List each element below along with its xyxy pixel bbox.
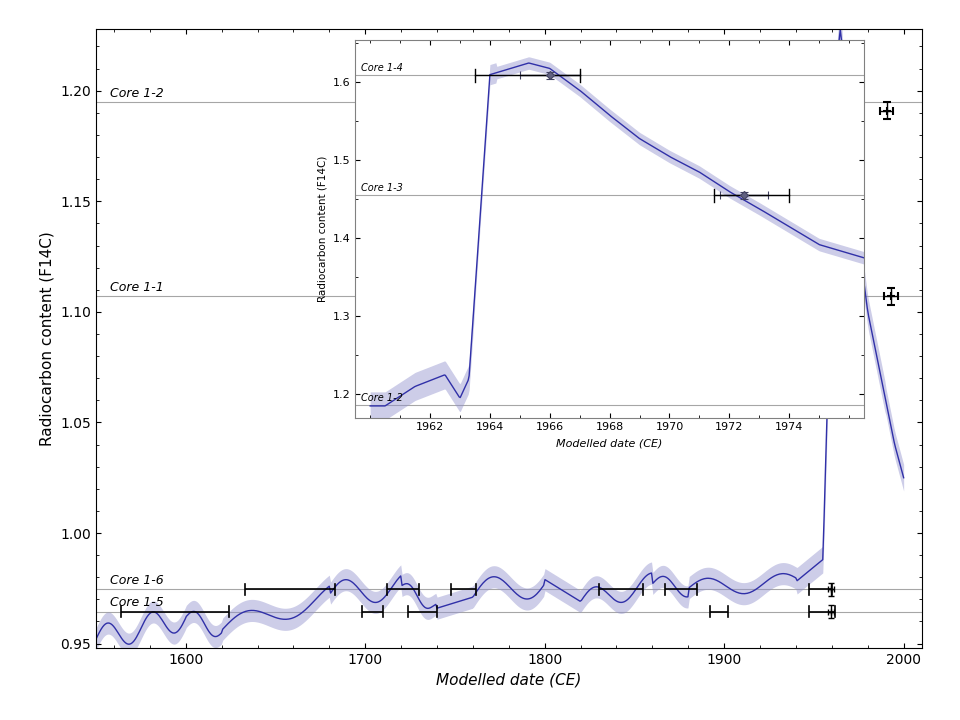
Text: Core 1-4: Core 1-4 (361, 63, 403, 73)
Text: Core 1-2: Core 1-2 (361, 393, 403, 402)
Text: Core 1-5: Core 1-5 (110, 596, 164, 609)
Y-axis label: Radiocarbon content (F14C): Radiocarbon content (F14C) (39, 231, 55, 446)
X-axis label: Modelled date (CE): Modelled date (CE) (436, 672, 582, 688)
Text: Core 1-2: Core 1-2 (110, 86, 164, 99)
Y-axis label: Radiocarbon content (F14C): Radiocarbon content (F14C) (317, 156, 327, 302)
Text: Core 1-3: Core 1-3 (361, 183, 403, 193)
Text: Core 1-6: Core 1-6 (110, 574, 164, 588)
X-axis label: Modelled date (CE): Modelled date (CE) (557, 438, 662, 448)
Text: Core 1-1: Core 1-1 (110, 282, 164, 294)
